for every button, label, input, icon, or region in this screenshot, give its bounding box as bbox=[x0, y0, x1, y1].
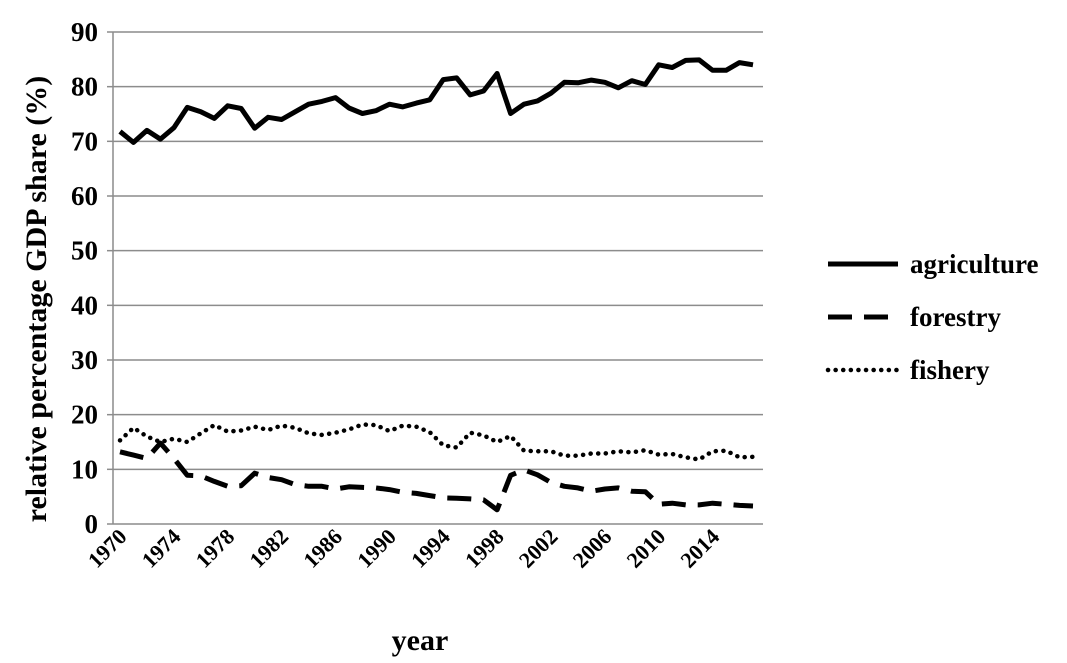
legend-label-agriculture: agriculture bbox=[910, 249, 1038, 279]
y-tick-label: 90 bbox=[71, 17, 98, 47]
x-tick-label: 2006 bbox=[568, 524, 617, 573]
series-line-fishery bbox=[117, 422, 756, 462]
x-tick-label: 1994 bbox=[406, 524, 455, 573]
x-tick-label: 1990 bbox=[352, 524, 401, 573]
x-tick-label: 2010 bbox=[621, 524, 670, 573]
x-tick-label: 2002 bbox=[514, 524, 563, 573]
y-tick-label: 40 bbox=[71, 290, 98, 320]
y-tick-label: 70 bbox=[71, 126, 98, 156]
y-tick-label: 20 bbox=[71, 400, 98, 430]
series-lines bbox=[117, 57, 756, 513]
y-tick-label: 30 bbox=[71, 345, 98, 375]
x-tick-label: 1998 bbox=[460, 524, 509, 573]
x-tick-label: 1974 bbox=[137, 524, 186, 573]
legend: agriculture forestry fishery bbox=[825, 249, 1038, 385]
y-tick-labels: 0 10 20 30 40 50 60 70 80 90 bbox=[71, 17, 98, 539]
y-tick-label: 50 bbox=[71, 236, 98, 266]
y-tick-label: 0 bbox=[85, 509, 99, 539]
x-axis-title: year bbox=[392, 624, 449, 657]
legend-label-forestry: forestry bbox=[910, 302, 1001, 332]
series-line-agriculture bbox=[118, 57, 754, 145]
y-axis-title: relative percentage GDP share (%) bbox=[20, 76, 53, 523]
y-tick-label: 80 bbox=[71, 72, 98, 102]
gridlines bbox=[113, 31, 763, 471]
legend-label-fishery: fishery bbox=[910, 355, 990, 385]
x-tick-label: 2014 bbox=[675, 524, 724, 573]
x-tick-label: 1982 bbox=[244, 524, 293, 573]
axes bbox=[107, 31, 763, 525]
x-tick-label: 1978 bbox=[190, 524, 239, 573]
y-tick-label: 10 bbox=[71, 454, 98, 484]
x-tick-labels: 1970 1974 1978 1982 1986 1990 1994 1998 2002 2006… bbox=[83, 524, 724, 573]
y-tick-label: 60 bbox=[71, 181, 98, 211]
x-tick-label: 1986 bbox=[298, 524, 347, 573]
series-line-forestry bbox=[119, 440, 754, 513]
